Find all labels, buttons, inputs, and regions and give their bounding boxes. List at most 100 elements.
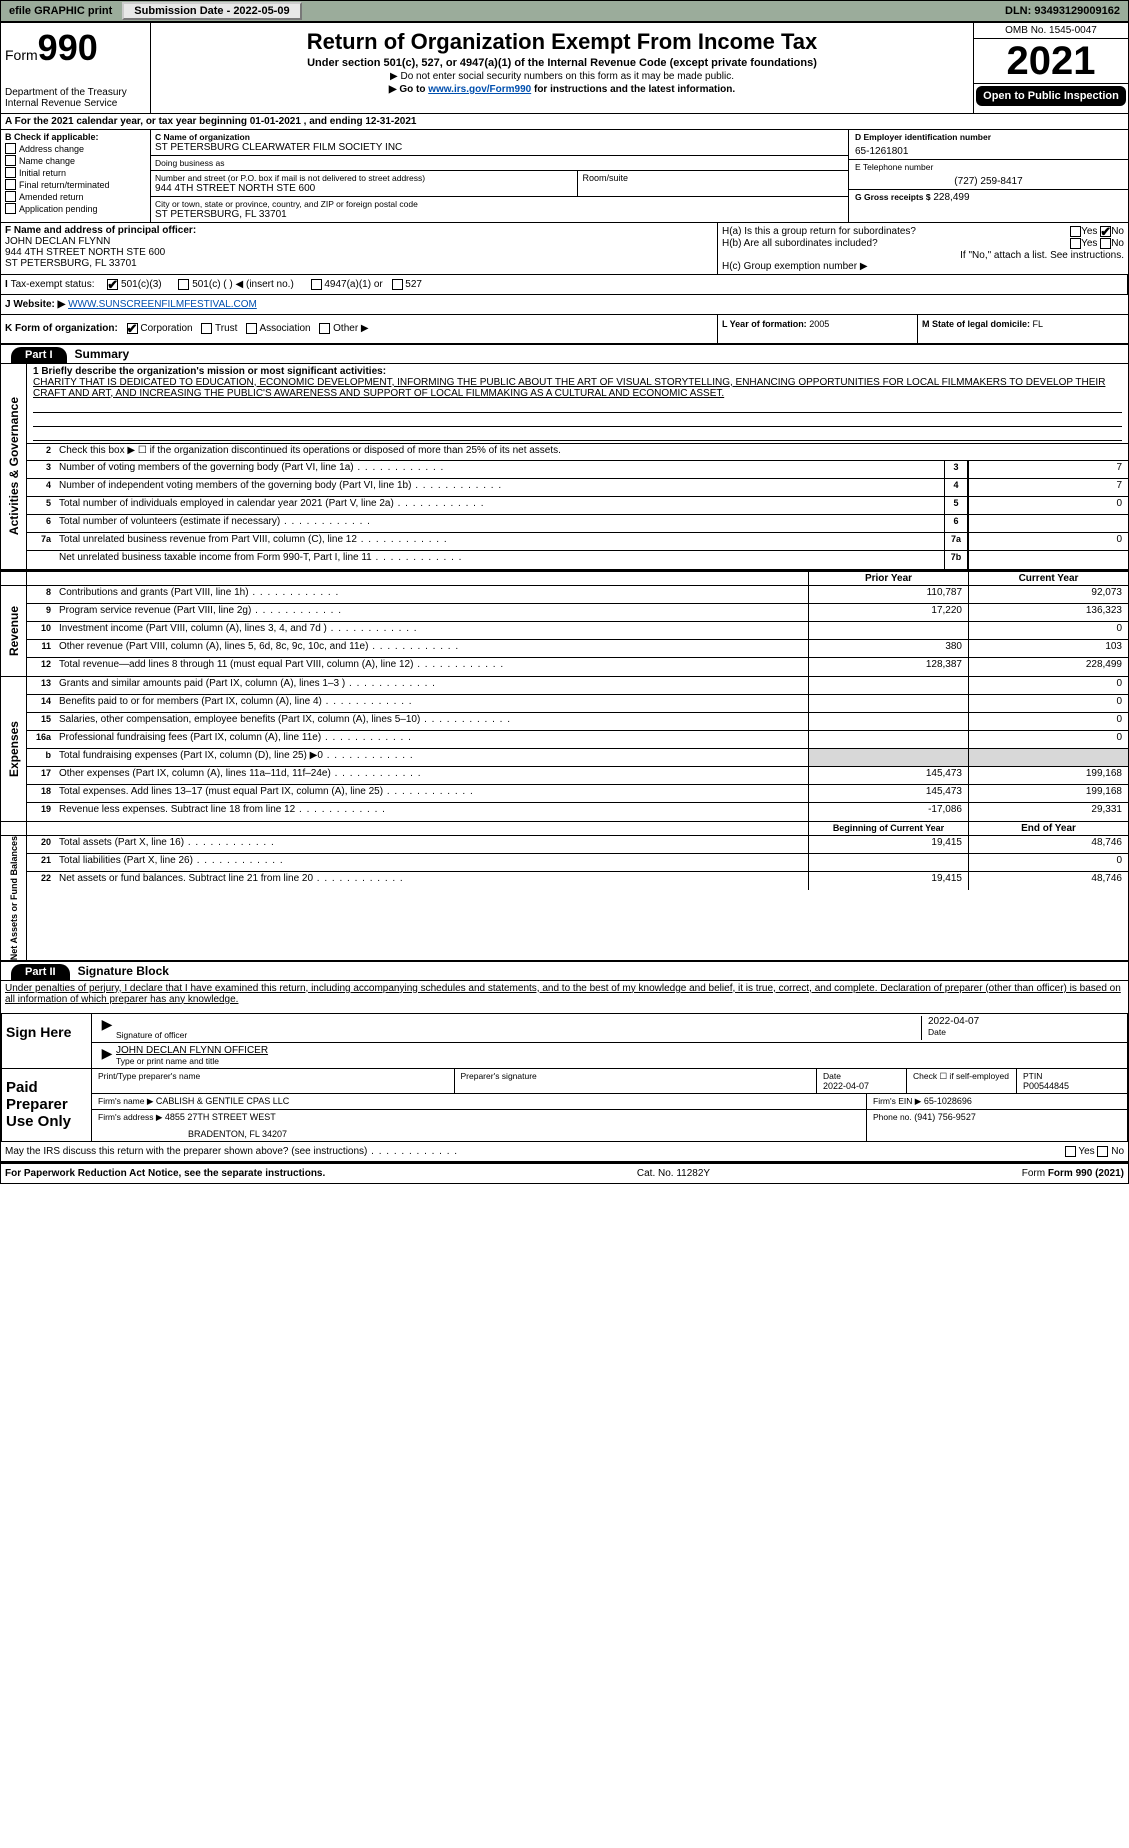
hb-no-checkbox[interactable] [1100, 238, 1111, 249]
check-name-change[interactable]: Name change [5, 155, 146, 166]
k-corp-checkbox[interactable] [127, 323, 138, 334]
gross-label: G Gross receipts $ [855, 192, 931, 202]
ein-label: D Employer identification number [855, 132, 1122, 142]
org-name: ST PETERSBURG CLEARWATER FILM SOCIETY IN… [155, 142, 844, 153]
line-desc: Benefits paid to or for members (Part IX… [55, 695, 808, 712]
row-a-tax-year: A For the 2021 calendar year, or tax yea… [1, 114, 1128, 130]
k-other-checkbox[interactable] [319, 323, 330, 334]
governance-line: 4Number of independent voting members of… [27, 479, 1128, 497]
row-j-website: J Website: ▶ WWW.SUNSCREENFILMFESTIVAL.C… [1, 295, 1128, 315]
governance-line: 3Number of voting members of the governi… [27, 461, 1128, 479]
hb-label: H(b) Are all subordinates included? [722, 238, 878, 249]
line-num: 4 [27, 479, 55, 496]
firm-ein-label: Firm's EIN ▶ [873, 1096, 921, 1106]
arrow-icon: ▶ [98, 1045, 116, 1066]
phone-value: (727) 259-8417 [855, 176, 1122, 187]
current-value: 0 [968, 622, 1128, 639]
line-num: 13 [27, 677, 55, 694]
prep-date-value: 2022-04-07 [823, 1081, 900, 1091]
hb-yes-checkbox[interactable] [1070, 238, 1081, 249]
i-501c3-checkbox[interactable] [107, 279, 118, 290]
footer-left: For Paperwork Reduction Act Notice, see … [5, 1168, 325, 1179]
current-value: 199,168 [968, 767, 1128, 784]
part-ii-header: Part II Signature Block [1, 962, 1128, 981]
dept-label: Department of the Treasury Internal Reve… [5, 87, 146, 109]
l1-label: 1 Briefly describe the organization's mi… [33, 366, 1122, 377]
line-value: 7 [968, 479, 1128, 496]
i-opt: 4947(a)(1) or [324, 279, 382, 290]
check-final-return[interactable]: Final return/terminated [5, 179, 146, 190]
officer-addr1: 944 4TH STREET NORTH STE 600 [5, 247, 713, 258]
yes-label: Yes [1081, 226, 1097, 237]
column-h-group: H(a) Is this a group return for subordin… [718, 223, 1128, 274]
firm-addr2: BRADENTON, FL 34207 [188, 1129, 860, 1139]
line-num: 22 [27, 872, 55, 890]
firm-ein: 65-1028696 [924, 1096, 972, 1106]
row-fh: F Name and address of principal officer:… [1, 223, 1128, 275]
city-label: City or town, state or province, country… [155, 199, 844, 209]
may-no-checkbox[interactable] [1097, 1146, 1108, 1157]
sig-officer-label: Signature of officer [116, 1030, 921, 1040]
prior-value [808, 749, 968, 766]
data-line: 9Program service revenue (Part VIII, lin… [27, 604, 1128, 622]
current-value: 199,168 [968, 785, 1128, 802]
check-address-change[interactable]: Address change [5, 143, 146, 154]
prep-date-label: Date [823, 1071, 900, 1081]
prep-name-label: Print/Type preparer's name [98, 1071, 448, 1081]
current-value: 228,499 [968, 658, 1128, 676]
expenses-section: Expenses 13Grants and similar amounts pa… [1, 677, 1128, 822]
line-desc: Total unrelated business revenue from Pa… [55, 533, 944, 550]
may-yes-checkbox[interactable] [1065, 1146, 1076, 1157]
line-desc: Other expenses (Part IX, column (A), lin… [55, 767, 808, 784]
ha-no-checkbox[interactable] [1100, 226, 1111, 237]
firm-addr1: 4855 27TH STREET WEST [165, 1112, 276, 1122]
i-501c-checkbox[interactable] [178, 279, 189, 290]
mission-block: 1 Briefly describe the organization's mi… [27, 364, 1128, 443]
data-line: 17Other expenses (Part IX, column (A), l… [27, 767, 1128, 785]
side-label-netassets: Net Assets or Fund Balances [9, 836, 19, 960]
row-i: I Tax-exempt status: 501(c)(3) 501(c) ( … [1, 275, 1128, 295]
ha-yes-checkbox[interactable] [1070, 226, 1081, 237]
line-desc: Total revenue—add lines 8 through 11 (mu… [55, 658, 808, 676]
l-label: L Year of formation: [722, 319, 807, 329]
revenue-section: Revenue 8Contributions and grants (Part … [1, 586, 1128, 677]
tax-year-text: For the 2021 calendar year, or tax year … [15, 116, 417, 127]
check-application-pending[interactable]: Application pending [5, 203, 146, 214]
governance-line: 5Total number of individuals employed in… [27, 497, 1128, 515]
check-label: Name change [19, 156, 75, 166]
line-num: 5 [27, 497, 55, 514]
check-label: Final return/terminated [19, 180, 110, 190]
data-line: 16aProfessional fundraising fees (Part I… [27, 731, 1128, 749]
line-desc: Total assets (Part X, line 16) [55, 836, 808, 853]
current-value: 0 [968, 677, 1128, 694]
k-assoc-checkbox[interactable] [246, 323, 257, 334]
officer-addr2: ST PETERSBURG, FL 33701 [5, 258, 713, 269]
k-trust-checkbox[interactable] [201, 323, 212, 334]
netassets-header: Beginning of Current Year End of Year [1, 822, 1128, 836]
line-desc: Total number of volunteers (estimate if … [55, 515, 944, 532]
prior-value: 17,220 [808, 604, 968, 621]
may-discuss-row: May the IRS discuss this return with the… [1, 1142, 1128, 1163]
prior-value: 380 [808, 640, 968, 657]
header-left: Form990 Department of the Treasury Inter… [1, 23, 151, 113]
check-amended-return[interactable]: Amended return [5, 191, 146, 202]
i-opt: 501(c)(3) [121, 279, 162, 290]
line-value: 7 [968, 461, 1128, 478]
website-link[interactable]: WWW.SUNSCREENFILMFESTIVAL.COM [68, 299, 257, 310]
irs-link[interactable]: www.irs.gov/Form990 [428, 84, 531, 95]
ptin-label: PTIN [1023, 1071, 1121, 1081]
i-527-checkbox[interactable] [392, 279, 403, 290]
i-4947-checkbox[interactable] [311, 279, 322, 290]
line-num: 15 [27, 713, 55, 730]
officer-name: JOHN DECLAN FLYNN [5, 236, 713, 247]
form-990-frame: Form990 Department of the Treasury Inter… [0, 22, 1129, 1184]
arrow-icon: ▶ [98, 1016, 116, 1040]
line-num: b [27, 749, 55, 766]
prior-value: 19,415 [808, 836, 968, 853]
check-initial-return[interactable]: Initial return [5, 167, 146, 178]
line-desc: Total fundraising expenses (Part IX, col… [55, 749, 808, 766]
submission-date-button[interactable]: Submission Date - 2022-05-09 [122, 2, 301, 20]
check-label: Initial return [19, 168, 66, 178]
line-num: 17 [27, 767, 55, 784]
org-name-label: C Name of organization [155, 132, 844, 142]
